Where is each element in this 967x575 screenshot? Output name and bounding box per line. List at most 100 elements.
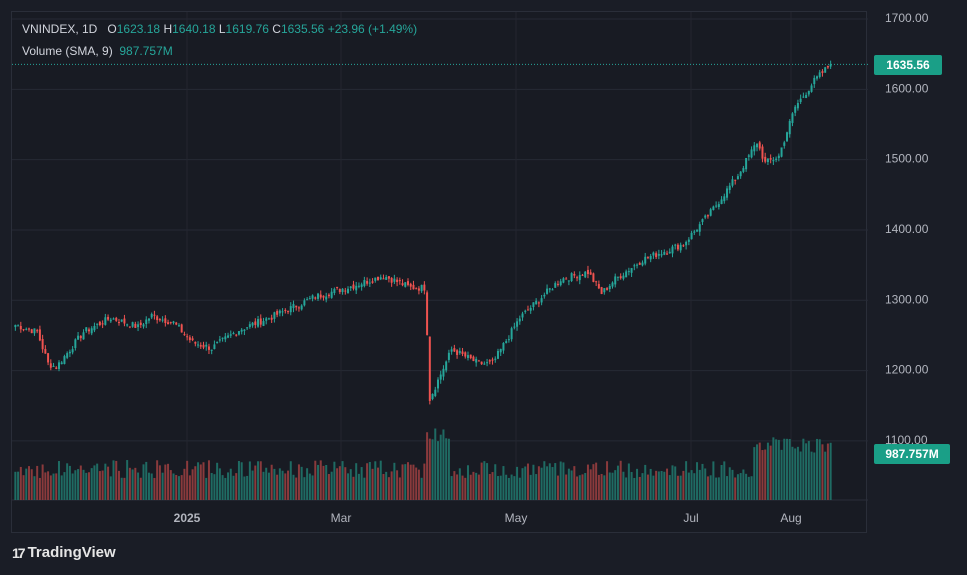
candle-body xyxy=(633,265,636,267)
tradingview-brand[interactable]: 17 TradingView xyxy=(12,544,116,561)
candle-body xyxy=(499,348,502,353)
volume-bar xyxy=(379,460,382,500)
candle-body xyxy=(66,353,69,358)
volume-bar xyxy=(319,460,322,500)
volume-bar xyxy=(213,474,216,500)
candle-body xyxy=(387,276,390,279)
candlestick-chart[interactable]: 2025 Mar May Jul Aug xyxy=(12,12,868,534)
volume-bar xyxy=(131,469,134,500)
volume-bar xyxy=(486,463,489,500)
volume-bar xyxy=(366,463,369,500)
candle-body xyxy=(377,276,380,281)
low-key: L xyxy=(218,22,226,36)
candle-body xyxy=(611,282,614,287)
volume-bar xyxy=(505,474,508,500)
candle-body xyxy=(327,294,330,297)
volume-bar xyxy=(385,471,388,500)
volume-bar xyxy=(646,474,649,500)
candle-body xyxy=(466,355,469,358)
volume-bar xyxy=(14,471,17,500)
volume-bar xyxy=(216,462,219,500)
volume-bar xyxy=(761,450,764,500)
candle-body xyxy=(736,176,739,180)
volume-bar xyxy=(93,465,96,500)
symbol-label[interactable]: VNINDEX, 1D xyxy=(22,22,98,36)
volume-bar xyxy=(805,443,808,500)
volume-bar xyxy=(191,469,194,500)
candle-body xyxy=(19,325,22,330)
candle-body xyxy=(581,274,584,276)
candle-body xyxy=(442,368,445,377)
candle-body xyxy=(338,289,341,293)
volume-label[interactable]: Volume (SMA, 9) xyxy=(22,44,113,58)
volume-bar xyxy=(120,477,123,500)
candle-body xyxy=(246,327,249,329)
candle-body xyxy=(475,358,478,363)
y-tick-label: 1300.00 xyxy=(885,292,929,306)
candle-body xyxy=(739,171,742,177)
candle-body xyxy=(676,244,679,250)
candle-body xyxy=(93,325,96,331)
volume-bar xyxy=(559,461,562,500)
volume-bar xyxy=(829,442,832,500)
candle-body xyxy=(543,294,546,297)
volume-bar xyxy=(821,444,824,500)
volume-bar xyxy=(355,463,358,500)
volume-bar xyxy=(145,461,148,500)
volume-bar xyxy=(633,477,636,500)
volume-bar xyxy=(221,475,224,500)
volume-bar xyxy=(439,434,442,500)
volume-bar xyxy=(603,475,606,500)
candles xyxy=(14,60,832,405)
volume-bar xyxy=(526,463,529,500)
volume-bar xyxy=(529,474,532,500)
volume-bar xyxy=(210,472,213,500)
open-key: O xyxy=(107,22,117,36)
volume-bar xyxy=(235,473,238,500)
candle-body xyxy=(426,292,429,335)
volume-bar xyxy=(360,467,363,500)
volume-bar xyxy=(368,461,371,500)
candle-body xyxy=(747,155,750,157)
candle-body xyxy=(584,271,587,278)
volume-bar xyxy=(82,469,85,500)
change-value: +23.96 (+1.49%) xyxy=(327,22,418,36)
volume-bar xyxy=(466,465,469,500)
volume-bar xyxy=(475,472,478,500)
volume-bar xyxy=(109,476,112,500)
candle-body xyxy=(668,251,671,254)
volume-bar xyxy=(764,449,767,500)
volume-bar xyxy=(112,460,115,500)
candle-body xyxy=(458,350,461,354)
volume-bar xyxy=(25,468,28,500)
volume-bar xyxy=(641,473,644,500)
volume-bar xyxy=(491,472,494,500)
volume-bar xyxy=(68,465,71,500)
volume-bar xyxy=(777,439,780,500)
candle-body xyxy=(90,328,93,334)
candle-body xyxy=(513,326,516,328)
volume-bar xyxy=(158,465,161,500)
candle-body xyxy=(619,276,622,279)
volume-bar xyxy=(720,464,723,500)
volume-bar xyxy=(824,451,827,500)
volume-bar xyxy=(357,473,360,500)
volume-bar xyxy=(434,428,437,500)
volume-bar xyxy=(267,472,270,500)
volume-bar xyxy=(259,461,262,500)
volume-bar xyxy=(813,452,816,500)
chart-frame[interactable]: 2025 Mar May Jul Aug xyxy=(11,11,868,534)
volume-bar xyxy=(128,467,131,500)
candle-body xyxy=(158,318,161,321)
candle-body xyxy=(267,318,270,320)
volume-bar xyxy=(104,463,107,500)
volume-bar xyxy=(458,468,461,500)
volume-bar xyxy=(706,476,709,500)
volume-bar xyxy=(420,477,423,500)
candle-body xyxy=(537,302,540,304)
volume-bar xyxy=(322,465,325,500)
volume-bar xyxy=(218,468,221,500)
volume-bar xyxy=(685,461,688,500)
volume-bar xyxy=(442,429,445,500)
price-axis[interactable]: 1700.00 1600.00 1500.00 1400.00 1300.00 1200.… xyxy=(867,0,967,575)
